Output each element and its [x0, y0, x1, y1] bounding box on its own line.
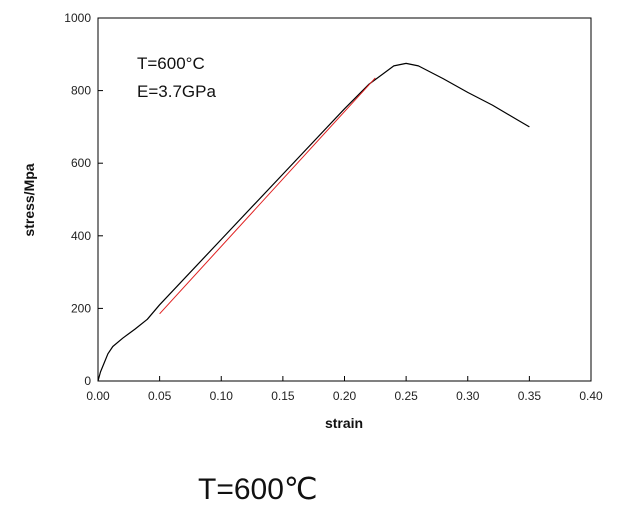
x-tick-label: 0.25 — [394, 389, 418, 403]
x-axis-ticks: 0.00 0.05 0.10 0.15 0.20 0.25 0.30 0.35 0.40 — [86, 376, 603, 403]
x-tick-label: 0.15 — [271, 389, 295, 403]
y-tick-label: 600 — [71, 156, 91, 170]
x-tick-label: 0.00 — [86, 389, 110, 403]
series-layer — [97, 62, 530, 382]
stress-strain-curve — [97, 62, 530, 382]
y-tick-label: 400 — [71, 229, 91, 243]
x-tick-label: 0.30 — [456, 389, 480, 403]
y-tick-label: 0 — [84, 374, 91, 388]
x-tick-label: 0.10 — [210, 389, 234, 403]
x-tick-label: 0.40 — [579, 389, 603, 403]
x-tick-label: 0.20 — [333, 389, 357, 403]
temperature-annotation: T=600°C — [137, 54, 205, 73]
y-axis-title: stress/Mpa — [21, 163, 37, 236]
x-axis-title: strain — [325, 415, 363, 431]
y-axis-ticks: 0 200 400 600 800 1000 — [64, 11, 103, 388]
y-tick-label: 1000 — [64, 11, 91, 25]
figure-caption: T=600℃ — [198, 473, 318, 506]
y-tick-label: 200 — [71, 301, 91, 315]
modulus-annotation: E=3.7GPa — [137, 82, 216, 101]
x-tick-label: 0.35 — [518, 389, 542, 403]
linear-fit-line — [159, 77, 376, 315]
y-tick-label: 800 — [71, 84, 91, 98]
x-tick-label: 0.05 — [148, 389, 172, 403]
